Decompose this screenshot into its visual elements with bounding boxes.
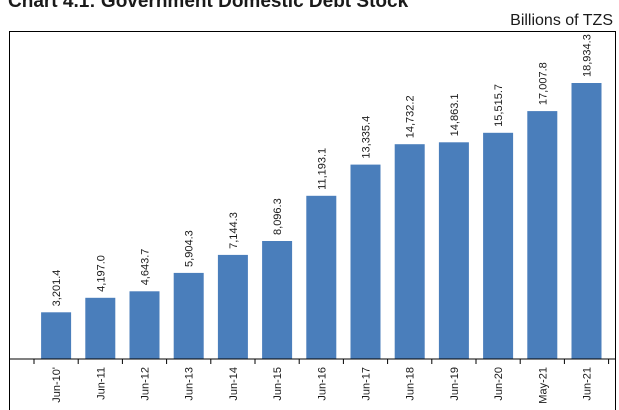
x-tick-labels-group: Jun-10' Jun-11 Jun-12 Jun-13 Jun-14 Jun-15 Jun… <box>51 367 593 404</box>
bar-jun14 <box>217 254 248 359</box>
bar-jun15 <box>262 241 293 359</box>
x-tick-label: Jun-16 <box>316 367 328 401</box>
x-tick-label: Jun-11 <box>95 367 107 400</box>
ticks-group <box>9 358 616 364</box>
bar-jun10 <box>41 312 72 359</box>
bars-group <box>41 83 602 359</box>
data-label: 13,335.4 <box>361 116 373 159</box>
data-label: 11,193.1 <box>316 148 328 190</box>
x-tick-label: Jun-14 <box>228 367 240 401</box>
data-label: 4,197.0 <box>95 255 107 292</box>
bar-jun13 <box>173 272 204 359</box>
x-tick-label: Jun-17 <box>361 367 373 401</box>
x-tick-label: Jun-13 <box>184 367 196 401</box>
x-tick-label: Jun-19 <box>449 367 461 401</box>
bar-jun16 <box>306 195 337 359</box>
unit-label: Billions of TZS <box>510 12 613 29</box>
bar-jun21 <box>571 83 602 359</box>
bar-jun11 <box>85 297 116 359</box>
data-label: 14,863.1 <box>449 94 461 137</box>
data-label: 8,096.3 <box>272 198 284 235</box>
bar-jun18 <box>394 144 425 359</box>
bar-jun12 <box>129 291 160 359</box>
data-label: 17,007.8 <box>537 62 549 105</box>
x-tick-label: Jun-21 <box>582 367 594 401</box>
data-label: 7,144.3 <box>228 212 240 249</box>
value-labels-group: 3,201.4 4,197.0 4,643.7 5,904.3 7,144.3 8,096… <box>51 34 593 306</box>
x-tick-label: Jun-10' <box>51 367 63 403</box>
bar-may21 <box>527 111 558 359</box>
data-label: 3,201.4 <box>51 270 63 307</box>
x-tick-label: Jun-12 <box>140 367 152 401</box>
chart-frame <box>9 31 616 410</box>
data-label: 18,934.3 <box>582 34 594 77</box>
bar-jun17 <box>350 164 381 359</box>
bar-jun20 <box>483 132 514 359</box>
data-label: 5,904.3 <box>184 230 196 267</box>
data-label: 14,732.2 <box>405 95 417 138</box>
chart-title: Chart 4.1: Government Domestic Debt Stoc… <box>8 0 409 12</box>
bar-jun19 <box>438 142 469 359</box>
x-tick-label: Jun-18 <box>405 367 417 401</box>
data-label: 4,643.7 <box>140 249 152 286</box>
x-tick-label: Jun-15 <box>272 367 284 401</box>
x-tick-label: May-21 <box>537 367 549 404</box>
data-label: 15,515.7 <box>493 84 505 127</box>
x-tick-label: Jun-20 <box>493 367 505 401</box>
